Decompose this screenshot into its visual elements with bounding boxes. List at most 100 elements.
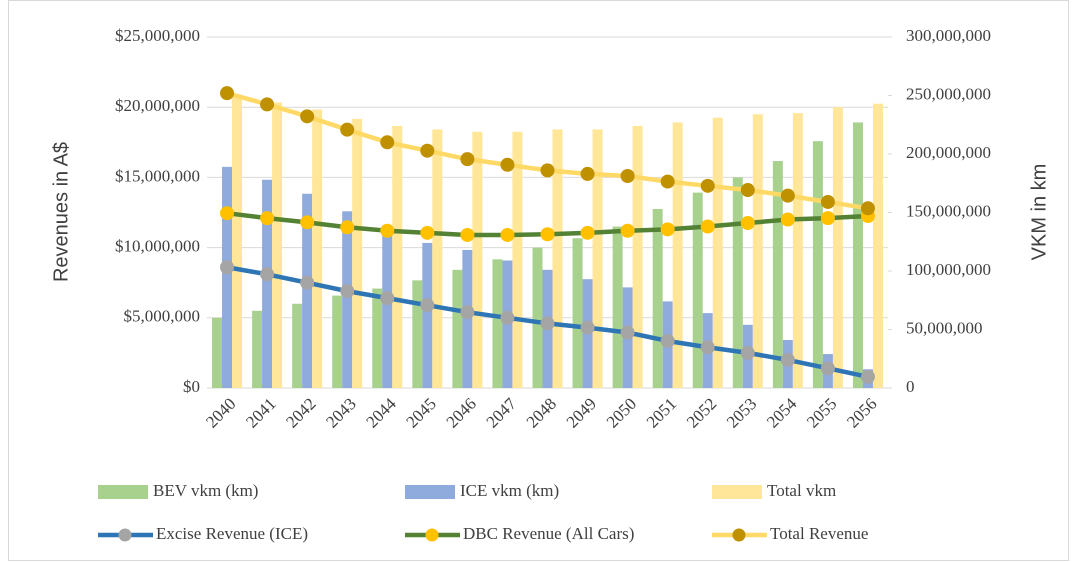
bar [572, 238, 583, 388]
legend-label: BEV vkm (km) [153, 481, 258, 500]
marker [820, 211, 835, 226]
marker [700, 340, 715, 355]
marker [540, 316, 555, 331]
marker [500, 310, 515, 325]
bar [672, 122, 683, 388]
legend-swatch [712, 485, 762, 499]
bar [412, 280, 423, 388]
marker [780, 188, 795, 203]
marker [580, 166, 595, 181]
y-tick-label: $15,000,000 [115, 166, 200, 185]
bar [752, 114, 763, 388]
bar [712, 117, 723, 388]
marker [660, 222, 675, 237]
marker [660, 174, 675, 189]
bar [312, 109, 323, 388]
marker [220, 86, 235, 101]
marker [340, 284, 355, 299]
bar [332, 295, 343, 388]
legend-label: DBC Revenue (All Cars) [463, 524, 634, 543]
bar [262, 179, 273, 388]
bar [292, 303, 303, 388]
marker [380, 291, 395, 306]
bar [432, 129, 443, 388]
marker [220, 260, 235, 275]
marker [620, 325, 635, 340]
marker [300, 275, 315, 290]
bar [392, 125, 403, 389]
marker [300, 109, 315, 124]
bar [272, 102, 283, 389]
marker [740, 183, 755, 198]
y-tick-label: $10,000,000 [115, 237, 200, 256]
bar [512, 131, 523, 388]
bar [472, 131, 483, 388]
bar [872, 103, 883, 388]
y2-tick-label: 100,000,000 [906, 260, 991, 279]
marker [700, 219, 715, 234]
marker [500, 227, 515, 242]
legend-marker [425, 528, 439, 542]
marker [660, 333, 675, 348]
y-tick-label: $0 [183, 377, 200, 396]
marker [380, 135, 395, 150]
bar [452, 269, 463, 388]
bar [252, 310, 263, 388]
marker [380, 223, 395, 238]
bar [302, 193, 313, 388]
bar [342, 211, 353, 388]
bar [632, 125, 643, 389]
bar [532, 247, 543, 388]
marker [460, 227, 475, 242]
legend-label: Total vkm [767, 481, 836, 500]
bar [772, 161, 783, 388]
bar [492, 259, 503, 388]
marker [420, 298, 435, 313]
bar [832, 107, 843, 388]
marker [820, 361, 835, 376]
y2-tick-label: 50,000,000 [906, 318, 983, 337]
legend-label: Total Revenue [770, 524, 868, 543]
bar [232, 96, 243, 389]
legend-marker [118, 528, 132, 542]
marker [260, 97, 275, 112]
bar [552, 129, 563, 388]
marker [740, 216, 755, 231]
y2-tick-label: 150,000,000 [906, 201, 991, 220]
y2-tick-label: 0 [906, 377, 915, 396]
bar [812, 141, 823, 388]
marker [780, 212, 795, 227]
legend-label: ICE vkm (km) [460, 481, 559, 500]
marker [500, 157, 515, 172]
marker [620, 168, 635, 183]
marker [260, 267, 275, 282]
marker [580, 225, 595, 240]
marker [860, 369, 875, 384]
bar [792, 113, 803, 389]
marker [700, 178, 715, 193]
bar [692, 192, 703, 388]
bar [612, 226, 623, 388]
marker [340, 220, 355, 235]
marker [460, 152, 475, 167]
marker [420, 225, 435, 240]
marker [780, 352, 795, 367]
marker [860, 201, 875, 216]
bar [732, 177, 743, 388]
bar [212, 317, 223, 388]
marker [820, 194, 835, 209]
y-tick-label: $5,000,000 [124, 307, 201, 326]
marker [620, 223, 635, 238]
y2-tick-label: 200,000,000 [906, 143, 991, 162]
y2-tick-label: 300,000,000 [906, 26, 991, 45]
marker [740, 345, 755, 360]
marker [300, 215, 315, 230]
bar [652, 208, 663, 388]
legend-swatch [405, 485, 455, 499]
marker [540, 227, 555, 242]
marker [340, 122, 355, 137]
marker [260, 211, 275, 226]
y-axis-title: Revenues in A$ [50, 142, 72, 282]
y-tick-label: $25,000,000 [115, 26, 200, 45]
